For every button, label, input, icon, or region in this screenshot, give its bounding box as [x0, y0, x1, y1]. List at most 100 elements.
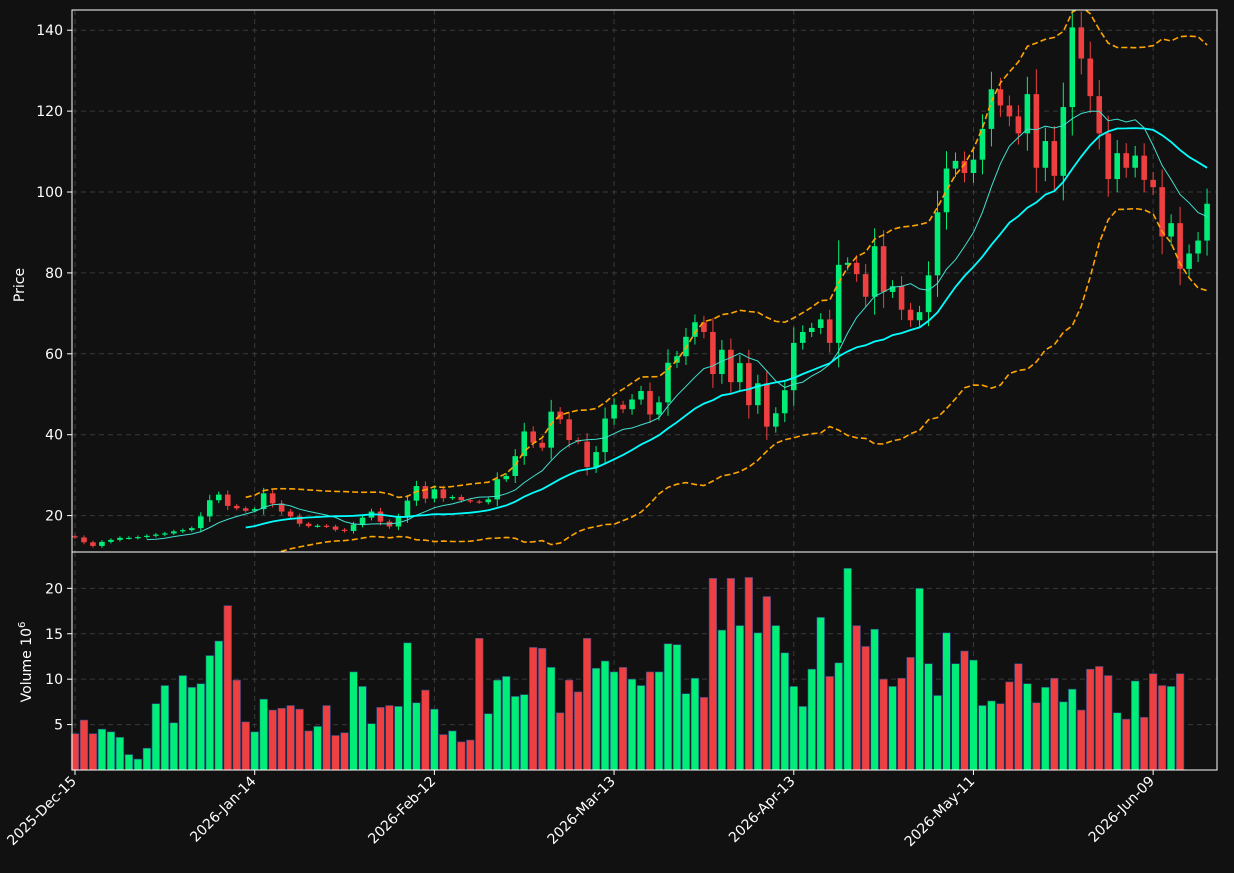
candle-body: [728, 349, 734, 383]
volume-tick-label: 10: [45, 672, 63, 688]
candle-body: [90, 542, 96, 546]
volume-bar: [106, 731, 116, 771]
volume-bar: [1068, 688, 1077, 771]
candle-body: [449, 496, 456, 499]
volume-bar: [834, 662, 843, 771]
candle-body: [305, 523, 312, 527]
volume-bar: [798, 706, 807, 771]
volume-bar: [538, 647, 547, 771]
candle-body: [907, 309, 914, 321]
candle-body: [144, 535, 150, 538]
candle-body: [242, 508, 249, 511]
volume-bar: [133, 758, 143, 771]
volume-bar: [843, 568, 852, 771]
volume-bar: [1032, 702, 1041, 771]
candle-body: [1177, 223, 1183, 269]
candle-body: [1087, 58, 1094, 97]
volume-bar: [178, 675, 187, 771]
volume-bar: [142, 747, 151, 771]
candle-body: [764, 383, 770, 427]
candle-body: [1150, 179, 1156, 188]
volume-bar: [547, 667, 556, 771]
volume-bar: [466, 739, 475, 771]
candle-body: [512, 456, 519, 476]
volume-bar: [331, 735, 340, 771]
volume-bar: [951, 663, 960, 771]
volume-bar: [394, 706, 403, 771]
volume-bar: [915, 588, 924, 771]
volume-bar: [322, 705, 331, 771]
candle-body: [665, 362, 671, 403]
candle-body: [467, 500, 474, 502]
candle-body: [934, 212, 941, 276]
volume-bar: [1113, 712, 1122, 771]
candle-body: [701, 322, 707, 332]
candle-body: [1078, 27, 1085, 59]
volume-bar: [439, 734, 448, 771]
volume-bar: [97, 728, 107, 771]
volume-panel-frame: [71, 551, 1218, 771]
volume-bar: [1050, 677, 1059, 771]
volume-bar: [780, 652, 789, 771]
candle-body: [377, 511, 384, 522]
candle-body: [431, 489, 438, 499]
volume-bar: [556, 712, 565, 771]
candle-body: [251, 509, 258, 511]
candle-body: [296, 516, 303, 524]
volume-bar: [807, 668, 816, 771]
volume-axis-exponent: 6: [17, 622, 28, 628]
candle-body: [162, 533, 168, 535]
volume-bar: [376, 707, 385, 771]
volume-bar: [735, 625, 744, 771]
volume-bar: [690, 677, 700, 771]
volume-bar: [852, 625, 861, 771]
volume-bar: [349, 671, 358, 771]
candle-body: [755, 383, 761, 406]
volume-bar: [241, 721, 250, 771]
candle-body: [880, 246, 887, 292]
candle-body: [485, 499, 492, 503]
candle-body: [692, 322, 698, 337]
volume-bar: [978, 705, 987, 771]
volume-bar: [825, 676, 834, 771]
volume-bar: [1041, 687, 1050, 771]
candle-body: [593, 452, 599, 468]
volume-bar: [295, 708, 304, 771]
candle-body: [269, 493, 276, 504]
candle-body: [332, 526, 339, 530]
candle-body: [215, 494, 222, 501]
volume-bar: [645, 671, 655, 771]
volume-bar: [340, 732, 349, 771]
candle-body: [1069, 27, 1076, 108]
candle-body: [656, 402, 662, 415]
candle-body: [530, 431, 536, 443]
candle-body: [988, 89, 995, 129]
candle-body: [278, 503, 285, 512]
volume-bar: [313, 726, 322, 771]
candle-body: [773, 413, 779, 427]
candle-body: [620, 404, 626, 410]
price-axis-label: Price: [12, 268, 28, 302]
volume-bar: [1175, 673, 1185, 771]
volume-tick-label: 5: [54, 718, 63, 734]
volume-bar: [726, 578, 735, 771]
upper-band-line: [245, 10, 1208, 499]
volume-bar: [259, 698, 268, 771]
candle-body: [171, 531, 177, 534]
volume-bar: [789, 686, 798, 771]
candle-body: [808, 327, 815, 332]
volume-bar: [205, 655, 214, 771]
volume-y-ticks: 5 10 15 20: [45, 581, 72, 734]
volume-bar: [520, 694, 529, 771]
price-y-ticks: 20 40 60 80 100 120 140: [36, 23, 72, 525]
volume-bar: [636, 685, 646, 771]
candle-body: [710, 331, 716, 375]
volume-bar: [699, 697, 709, 771]
volume-bar: [888, 686, 897, 771]
volume-bar: [160, 685, 169, 771]
candle-body: [584, 441, 590, 468]
candle-body: [494, 479, 501, 500]
volume-axis-label: Volume 106: [17, 622, 35, 703]
volume-bar: [1158, 685, 1167, 771]
